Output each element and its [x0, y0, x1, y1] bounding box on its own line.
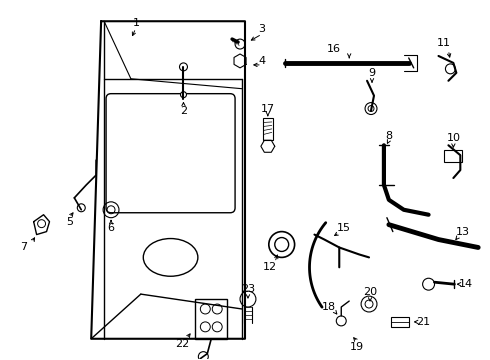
Text: 20: 20	[363, 287, 377, 297]
Bar	[196, 299, 227, 339]
Text: 14: 14	[459, 279, 473, 289]
Text: 2: 2	[180, 105, 187, 116]
Text: 18: 18	[322, 302, 337, 312]
Text: 6: 6	[107, 222, 115, 233]
Text: 15: 15	[337, 222, 351, 233]
Text: 8: 8	[385, 131, 392, 141]
Text: 22: 22	[175, 339, 190, 349]
Text: 10: 10	[446, 133, 461, 143]
Text: 19: 19	[350, 342, 364, 352]
Text: 12: 12	[263, 262, 277, 272]
Text: 13: 13	[456, 226, 470, 237]
Text: 9: 9	[368, 68, 375, 78]
Text: 5: 5	[66, 217, 73, 227]
Text: 4: 4	[258, 56, 266, 66]
Text: 7: 7	[20, 243, 27, 252]
Text: 1: 1	[132, 18, 139, 28]
Circle shape	[179, 63, 188, 71]
Text: 21: 21	[416, 317, 431, 327]
Bar	[444, 150, 462, 162]
Text: 17: 17	[261, 104, 275, 113]
Bar	[263, 118, 273, 140]
Text: 23: 23	[241, 284, 255, 294]
Text: 16: 16	[327, 44, 342, 54]
Circle shape	[180, 92, 187, 98]
Text: 11: 11	[437, 38, 450, 48]
Text: 3: 3	[258, 24, 266, 34]
Bar	[391, 317, 409, 327]
